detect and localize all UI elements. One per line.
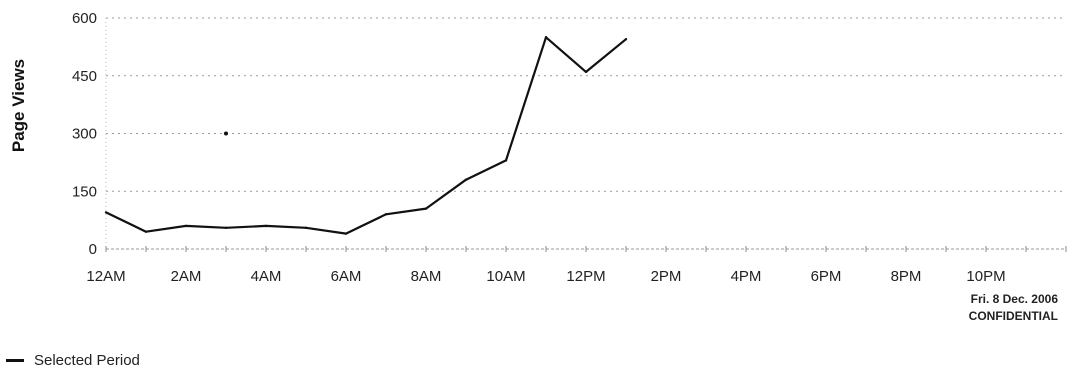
y-tick-label: 450: [72, 68, 97, 85]
chart-axes: 0 150 300 450 600 12AM 2AM 4AM 6AM 8AM 10AM 12PM 2PM…: [72, 10, 1006, 285]
data-point: [584, 70, 588, 74]
data-point: [104, 211, 108, 214]
report-date: Fri. 8 Dec. 2006: [971, 292, 1059, 306]
data-point: [624, 37, 628, 41]
x-tick-label: 4PM: [731, 268, 762, 285]
y-tick-label: 300: [72, 126, 97, 143]
x-tick-label: 2PM: [651, 268, 682, 285]
x-tick-label: 8AM: [411, 268, 442, 285]
data-point: [384, 213, 388, 216]
data-point: [304, 226, 308, 230]
x-tick-label: 12PM: [566, 268, 605, 285]
data-point: [344, 232, 348, 235]
x-tick-label: 10AM: [486, 268, 525, 285]
chart-grid: [105, 17, 1067, 252]
y-tick-label: 150: [72, 183, 97, 200]
data-point: [504, 159, 508, 162]
y-tick-label: 0: [89, 241, 97, 258]
x-tick-label: 8PM: [891, 268, 922, 285]
x-tick-label: 6PM: [811, 268, 842, 285]
legend-swatch: [6, 359, 24, 362]
data-point: [424, 207, 428, 210]
data-point: [544, 36, 548, 39]
x-tick-label: 12AM: [86, 268, 125, 285]
data-point: [464, 178, 468, 181]
y-axis-title: Page Views: [9, 59, 28, 152]
data-point: [144, 230, 148, 233]
series-line: [105, 36, 627, 235]
stray-data-point: [224, 131, 228, 136]
chart-series: [104, 36, 628, 235]
data-point: [224, 226, 228, 230]
data-point: [184, 224, 188, 228]
data-point: [264, 224, 268, 228]
legend-label: Selected Period: [34, 352, 140, 369]
chart-legend: Selected Period: [6, 352, 140, 369]
x-tick-label: 2AM: [171, 268, 202, 285]
confidential-label: CONFIDENTIAL: [969, 309, 1058, 323]
x-tick-label: 4AM: [251, 268, 282, 285]
x-tick-label: 10PM: [966, 268, 1005, 285]
x-tick-label: 6AM: [331, 268, 362, 285]
y-tick-label: 600: [72, 10, 97, 27]
